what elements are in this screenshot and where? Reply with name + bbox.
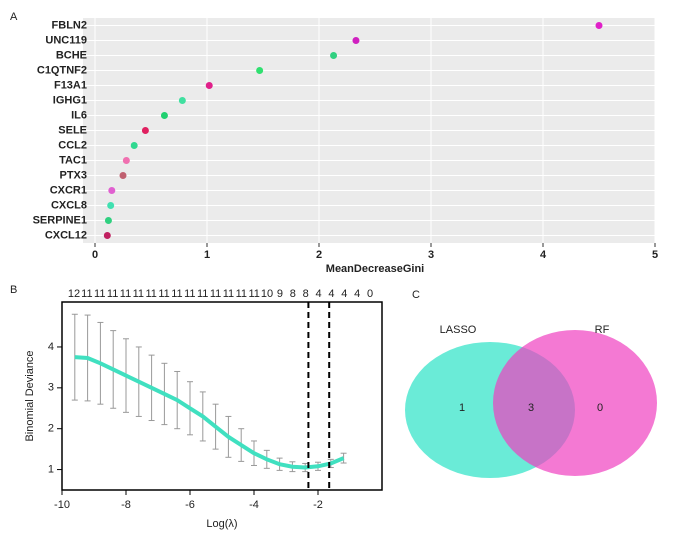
top-count: 11 [158, 288, 169, 300]
dot [178, 97, 186, 104]
dot [119, 172, 127, 179]
top-count: 11 [146, 288, 157, 300]
y-tick-label: 2 [48, 423, 54, 435]
top-count: 11 [236, 288, 247, 300]
count: 0 [597, 402, 603, 414]
dot [107, 202, 115, 209]
y-tick-label: SELE [58, 124, 87, 136]
dot [122, 157, 130, 164]
panel-label: A [10, 11, 18, 23]
top-count: 4 [328, 288, 334, 300]
top-count: 10 [261, 288, 273, 300]
y-tick-label: F13A1 [54, 79, 87, 91]
y-tick-label: CXCL12 [45, 229, 87, 241]
y-tick-label: FBLN2 [52, 19, 87, 31]
dot [330, 52, 338, 59]
top-count: 11 [223, 288, 234, 300]
y-tick-label: UNC119 [45, 34, 87, 46]
x-tick-label: -2 [313, 499, 323, 511]
dot [595, 22, 603, 29]
top-count: 0 [367, 288, 373, 300]
top-count: 11 [184, 288, 195, 300]
set-name: LASSO [440, 324, 477, 336]
dot [104, 217, 112, 224]
top-count: 11 [120, 288, 131, 300]
x-tick-label: -10 [54, 499, 70, 511]
y-tick-label: TAC1 [59, 154, 87, 166]
x-tick-label: 1 [204, 249, 210, 261]
top-count: 11 [133, 288, 144, 300]
y-tick-label: 1 [48, 463, 54, 475]
top-count: 11 [81, 288, 92, 300]
y-axis-label: Binomial Deviance [24, 350, 36, 441]
x-tick-label: -4 [249, 499, 259, 511]
x-tick-label: 2 [316, 249, 322, 261]
set-circle [493, 330, 657, 476]
x-tick-label: 5 [652, 249, 658, 261]
top-count: 11 [248, 288, 259, 300]
top-count: 4 [341, 288, 347, 300]
dot [130, 142, 138, 149]
y-tick-label: SERPINE1 [33, 214, 87, 226]
plot-frame [61, 301, 383, 491]
top-count: 12 [68, 288, 80, 300]
y-tick-label: CXCL8 [51, 199, 87, 211]
y-tick-label: 3 [48, 382, 54, 394]
dot [103, 232, 111, 239]
count: 3 [528, 402, 534, 414]
x-tick-label: 4 [540, 249, 547, 261]
top-count: 11 [107, 288, 118, 300]
dot [108, 187, 116, 194]
panel-label: B [10, 284, 17, 296]
top-count: 8 [290, 288, 296, 300]
dot [352, 37, 360, 44]
mean-line [74, 355, 345, 470]
x-axis-label: Log(λ) [206, 518, 237, 530]
x-tick-label: 3 [428, 249, 434, 261]
y-tick-label: CXCR1 [50, 184, 87, 196]
top-count: 4 [354, 288, 360, 300]
dot [256, 67, 264, 74]
top-count: 11 [94, 288, 105, 300]
y-tick-label: IGHG1 [53, 94, 87, 106]
x-tick-label: -6 [185, 499, 195, 511]
x-tick-label: -8 [121, 499, 131, 511]
dot [141, 127, 149, 134]
dot [160, 112, 168, 119]
top-count: 8 [303, 288, 309, 300]
y-tick-label: C1QTNF2 [37, 64, 87, 76]
top-count: 4 [315, 288, 321, 300]
y-tick-label: CCL2 [58, 139, 87, 151]
dot [205, 82, 213, 89]
panel-label: C [412, 289, 420, 301]
set-name: RF [595, 324, 610, 336]
x-tick-label: 0 [92, 249, 98, 261]
y-tick-label: BCHE [56, 49, 87, 61]
top-count: 11 [197, 288, 208, 300]
y-tick-label: PTX3 [59, 169, 87, 181]
y-tick-label: IL6 [71, 109, 87, 121]
top-count: 9 [277, 288, 283, 300]
top-count: 11 [171, 288, 182, 300]
count: 1 [459, 402, 465, 414]
y-tick-label: 4 [48, 341, 54, 353]
x-axis-label: MeanDecreaseGini [326, 263, 424, 275]
top-count: 11 [210, 288, 221, 300]
